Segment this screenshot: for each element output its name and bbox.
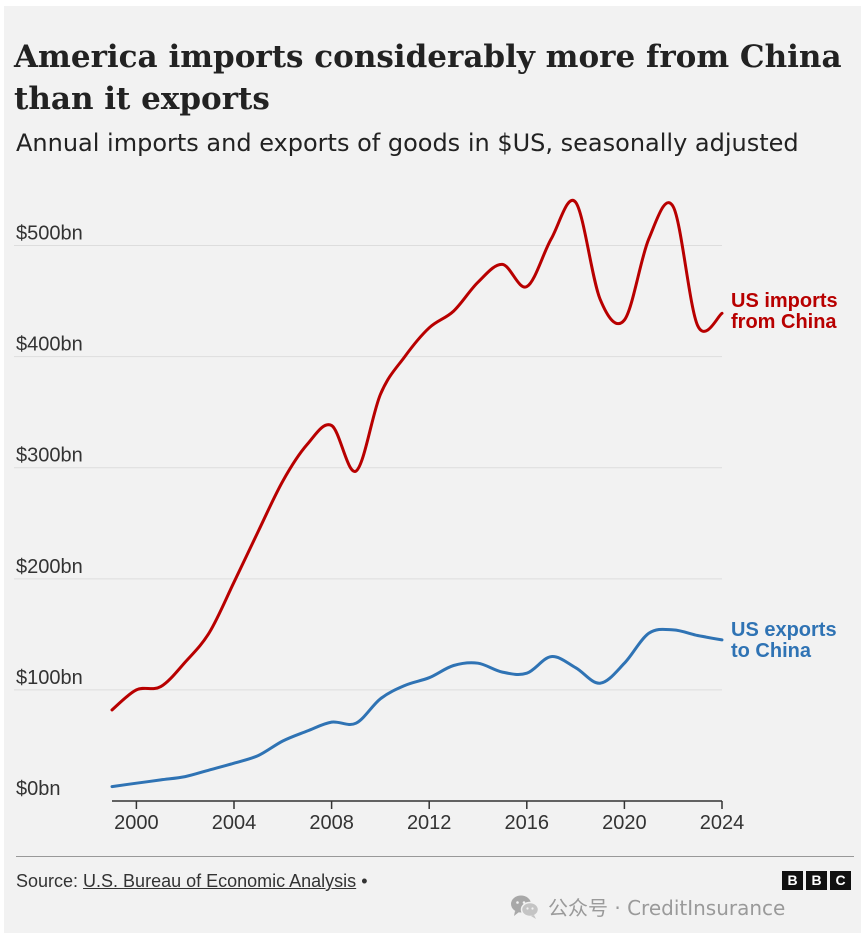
series-label-exports: US exports [731,619,837,641]
y-tick-label: $0bn [16,778,61,800]
series-line-imports [110,198,724,712]
watermark-text: 公众号 · CreditInsurance [548,896,786,920]
series-label-imports: from China [731,311,837,333]
y-tick-label: $200bn [16,556,83,578]
bbc-logo-block: B [806,871,827,890]
gridlines [14,245,722,691]
bbc-logo: B B C [782,871,851,890]
x-axis: 2000 2004 2008 2012 2016 2020 2024 [112,800,745,834]
source-link[interactable]: U.S. Bureau of Economic Analysis [83,871,357,891]
footer-divider [16,856,854,857]
series-line-exports [110,627,724,789]
x-tick-label: 2016 [505,812,550,834]
series-lines [110,198,724,789]
bbc-logo-block: C [830,871,851,890]
x-tick-label: 2008 [309,812,354,834]
wechat-icon [511,895,540,919]
x-tick-label: 2024 [700,812,745,834]
bbc-logo-block: B [782,871,803,890]
chart-frame [4,6,861,933]
x-tick-label: 2000 [114,812,159,834]
y-tick-label: $500bn [16,223,83,245]
x-tick-label: 2020 [602,812,647,834]
chart-title: America imports considerably more from C… [14,39,842,117]
x-tick-label: 2012 [407,812,452,834]
x-tick-label: 2004 [212,812,257,834]
source-suffix: • [356,871,368,891]
y-axis-tick-labels: $0bn $100bn $200bn $300bn $400bn $500bn [16,223,83,800]
chart-subtitle: Annual imports and exports of goods in $… [16,129,799,157]
source-note: Source: U.S. Bureau of Economic Analysis… [16,871,368,892]
series-label-exports: to China [731,640,812,662]
line-chart: 2000 2004 2008 2012 2016 2020 2024 $0bn$100bn$… [14,198,838,834]
series-label-imports: US imports [731,290,838,312]
y-tick-label: $300bn [16,445,83,467]
y-tick-label: $400bn [16,334,83,356]
watermark: 公众号 · CreditInsurance [510,892,785,921]
source-prefix: Source: [16,871,84,891]
y-tick-label: $100bn [16,667,83,689]
